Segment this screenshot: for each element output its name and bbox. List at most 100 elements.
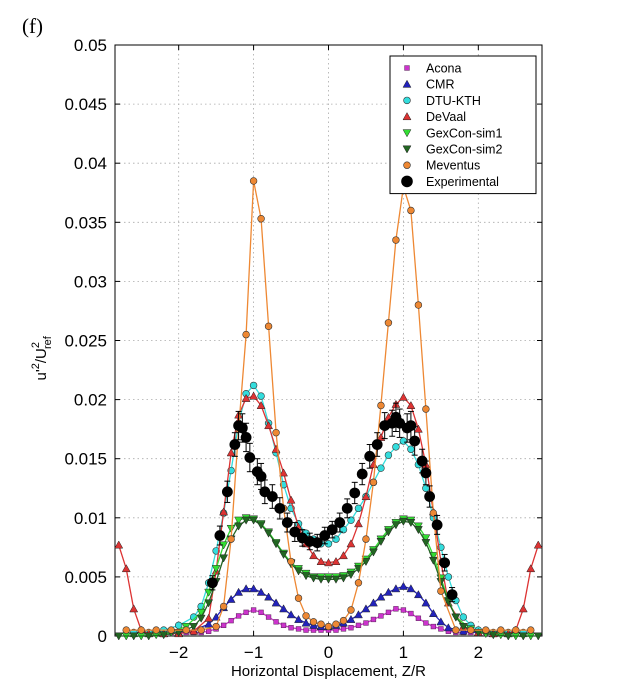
legend-label-gexcon-sim2: GexCon-sim2 — [426, 143, 502, 157]
legend-marker-acona — [404, 65, 410, 71]
y-tick-label: 0 — [98, 627, 107, 646]
data-point-gexcon-sim1 — [234, 516, 244, 525]
data-point-gexcon-sim2 — [144, 632, 154, 641]
data-point-devaal — [339, 551, 348, 560]
legend-marker-dtu-kth — [403, 96, 411, 105]
data-point-meventus — [392, 236, 400, 244]
data-point-acona — [228, 617, 234, 624]
data-point-experimental — [349, 487, 361, 499]
data-point-devaal — [286, 495, 296, 504]
data-point-cmr — [346, 614, 356, 623]
data-point-cmr — [286, 610, 296, 619]
data-point-cmr — [376, 592, 386, 601]
data-point-gexcon-sim2 — [339, 574, 348, 583]
data-point-devaal — [406, 400, 416, 409]
data-point-cmr — [391, 584, 401, 593]
data-point-cmr — [264, 592, 273, 601]
x-tick-label: 1 — [399, 643, 408, 662]
data-point-gexcon-sim2 — [159, 631, 169, 640]
data-point-gexcon-sim2 — [458, 623, 468, 632]
data-point-dtu-kth — [407, 445, 415, 453]
y-axis-label-base: u' — [33, 369, 50, 380]
data-point-experimental — [431, 519, 443, 531]
data-point-meventus — [482, 626, 490, 634]
panel-label: (f) — [22, 14, 43, 38]
data-point-meventus — [152, 626, 160, 634]
data-point-acona — [400, 607, 407, 613]
data-point-gexcon-sim2 — [309, 574, 318, 583]
data-point-acona — [393, 606, 399, 612]
data-point-cmr — [234, 587, 244, 596]
data-point-dtu-kth — [392, 443, 400, 451]
data-point-meventus — [302, 612, 310, 620]
data-point-cmr — [301, 618, 311, 627]
y-axis-label-sup2: 2 — [30, 342, 42, 348]
data-point-meventus — [384, 319, 393, 327]
x-axis-label: Horizontal Displacement, Z/R — [231, 663, 426, 680]
data-point-meventus — [369, 478, 378, 487]
legend-label-gexcon-sim1: GexCon-sim1 — [426, 126, 502, 140]
data-point-dtu-kth — [347, 516, 355, 524]
data-point-experimental — [334, 517, 346, 528]
data-point-gexcon-sim2 — [294, 567, 303, 576]
data-point-experimental — [371, 439, 383, 450]
data-point-meventus — [512, 626, 520, 634]
y-tick-label: 0.02 — [74, 391, 107, 410]
data-point-cmr — [443, 623, 453, 632]
data-point-gexcon-sim2 — [406, 519, 416, 528]
data-point-gexcon-sim1 — [226, 524, 236, 533]
data-point-gexcon-sim2 — [346, 571, 356, 580]
data-point-acona — [220, 622, 227, 629]
data-point-gexcon-sim2 — [219, 554, 229, 563]
data-point-gexcon-sim2 — [234, 522, 244, 531]
data-point-cmr — [361, 604, 371, 613]
data-point-experimental — [356, 468, 368, 480]
data-point-acona — [370, 616, 377, 623]
legend-box — [389, 55, 537, 195]
data-point-gexcon-sim2 — [488, 631, 498, 640]
data-point-gexcon-sim2 — [398, 517, 408, 526]
data-point-meventus — [294, 594, 303, 602]
data-point-acona — [438, 626, 444, 632]
data-point-meventus — [527, 626, 535, 634]
data-point-experimental — [409, 435, 421, 447]
data-point-gexcon-sim2 — [384, 528, 393, 537]
data-point-meventus — [182, 626, 190, 634]
data-point-experimental — [405, 420, 417, 432]
data-point-experimental — [326, 524, 338, 536]
data-point-experimental — [311, 537, 323, 549]
data-point-dtu-kth — [354, 504, 363, 513]
data-point-cmr — [406, 584, 416, 593]
data-point-meventus — [324, 622, 333, 631]
data-point-experimental — [221, 486, 233, 498]
data-point-acona — [280, 622, 287, 629]
data-point-gexcon-sim1 — [211, 565, 221, 574]
data-point-meventus — [414, 301, 423, 309]
data-point-experimental — [319, 530, 331, 541]
data-point-experimental — [416, 455, 428, 467]
legend-marker-gexcon-sim2 — [402, 145, 412, 154]
data-point-gexcon-sim2 — [421, 539, 431, 548]
data-point-meventus — [452, 626, 460, 634]
y-tick-label: 0.03 — [74, 272, 107, 291]
y-axis-label-sub: ref — [42, 335, 54, 349]
data-point-gexcon-sim2 — [413, 526, 423, 535]
data-point-acona — [303, 627, 309, 633]
data-point-meventus — [407, 206, 415, 215]
data-point-devaal — [526, 564, 536, 573]
data-point-acona — [288, 625, 294, 631]
data-point-gexcon-sim2 — [369, 548, 378, 557]
data-point-gexcon-sim2 — [114, 632, 124, 641]
data-point-experimental — [206, 577, 218, 589]
data-point-meventus — [257, 215, 265, 223]
legend-label-dtu-kth: DTU-KTH — [426, 94, 481, 108]
data-point-cmr — [413, 590, 423, 599]
y-tick-label: 0.035 — [64, 213, 107, 232]
data-point-meventus — [137, 626, 145, 634]
data-point-meventus — [332, 620, 340, 628]
legend-label-acona: Acona — [426, 62, 461, 76]
data-point-experimental — [281, 517, 293, 528]
data-point-gexcon-sim2 — [391, 521, 401, 530]
legend-label-cmr: CMR — [426, 78, 454, 92]
data-point-dtu-kth — [377, 464, 385, 472]
